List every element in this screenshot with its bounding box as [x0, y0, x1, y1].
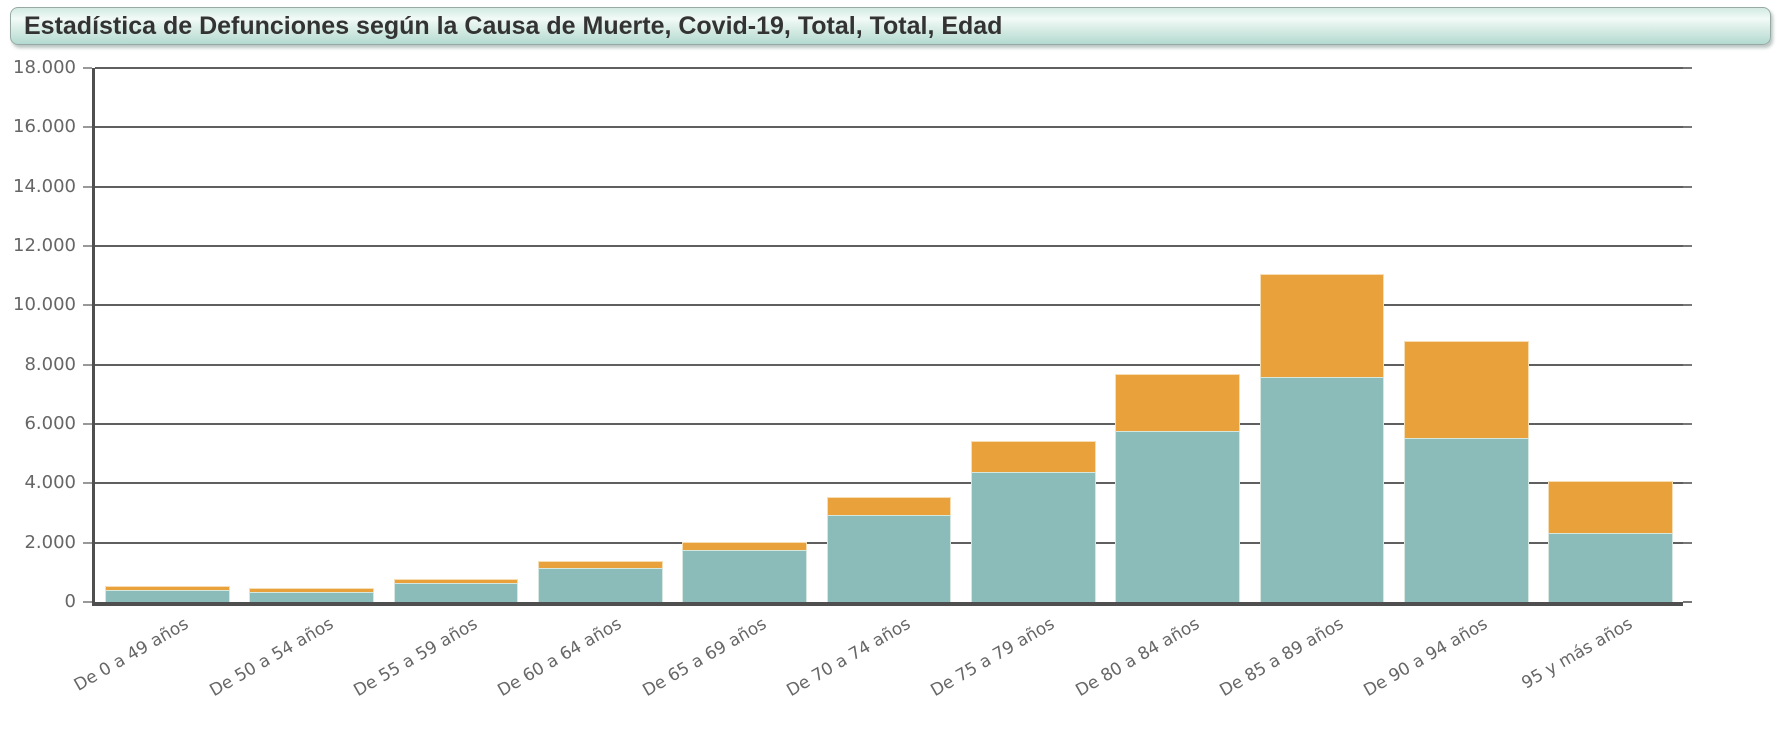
x-axis-label: De 85 a 89 años [1216, 614, 1347, 701]
bar-segment-orange[interactable] [537, 561, 663, 568]
bar-2[interactable] [249, 588, 375, 602]
x-axis-label: De 90 a 94 años [1360, 614, 1492, 701]
y-axis-tick [83, 67, 92, 69]
y-axis-tick [83, 601, 92, 603]
gridline [95, 185, 1683, 188]
chart-title: Estadística de Defunciones según la Caus… [10, 7, 1771, 45]
bar-segment-teal[interactable] [1115, 430, 1241, 602]
bar-segment-orange[interactable] [393, 578, 519, 583]
y-axis-tick-right [1683, 601, 1692, 603]
y-axis-tick [83, 423, 92, 425]
y-axis-tick [83, 482, 92, 485]
y-axis-tick [83, 363, 92, 366]
x-axis-label: De 80 a 84 años [1071, 614, 1203, 701]
bar-segment-teal[interactable] [249, 592, 375, 602]
y-axis-tick-right [1683, 304, 1692, 307]
bar-segment-teal[interactable] [970, 472, 1096, 602]
y-axis-tick-right [1683, 126, 1692, 129]
bar-8[interactable] [1115, 373, 1241, 602]
gridline [95, 304, 1683, 307]
bar-segment-teal[interactable] [105, 590, 230, 602]
y-axis-label: 12.000 [13, 235, 76, 256]
x-axis-label: De 55 a 59 años [350, 614, 482, 701]
x-axis-label: De 70 a 74 años [783, 614, 914, 701]
bars-layer [95, 68, 1683, 602]
y-axis-label: 18.000 [13, 57, 76, 78]
plot-area [92, 67, 1683, 606]
y-axis-tick [83, 126, 92, 129]
bar-segment-orange[interactable] [1403, 341, 1529, 438]
bar-11[interactable] [1548, 481, 1673, 602]
bar-segment-teal[interactable] [393, 582, 519, 602]
bar-segment-orange[interactable] [249, 588, 375, 593]
bar-segment-orange[interactable] [1115, 373, 1241, 431]
y-axis-tick-right [1683, 482, 1692, 485]
gridline [95, 126, 1683, 129]
y-axis-tick [83, 245, 92, 247]
y-axis-tick-right [1683, 541, 1692, 544]
gridline [95, 245, 1683, 247]
x-axis-label: De 60 a 64 años [494, 614, 626, 701]
y-axis-tick-right [1683, 423, 1692, 425]
bar-segment-teal[interactable] [682, 550, 808, 602]
bar-segment-teal[interactable] [826, 514, 952, 602]
bar-segment-teal[interactable] [1548, 533, 1673, 602]
bar-9[interactable] [1259, 273, 1385, 602]
bar-segment-teal[interactable] [1259, 377, 1385, 602]
gridline [95, 423, 1683, 425]
gridline [95, 482, 1683, 485]
bar-1[interactable] [105, 586, 230, 602]
y-axis-tick [83, 541, 92, 544]
x-axis-label: 95 y más años [1518, 614, 1636, 694]
x-axis-label: De 0 a 49 años [71, 614, 193, 696]
x-axis-label: De 50 a 54 años [206, 614, 337, 701]
bar-segment-orange[interactable] [105, 586, 230, 591]
y-axis-tick-right [1683, 245, 1692, 247]
bar-segment-orange[interactable] [826, 496, 952, 515]
bar-6[interactable] [826, 496, 952, 602]
y-axis-tick-right [1683, 363, 1692, 366]
bar-segment-orange[interactable] [682, 541, 808, 551]
bar-segment-orange[interactable] [1259, 273, 1385, 378]
bar-segment-orange[interactable] [1548, 481, 1673, 534]
y-axis-tick-right [1683, 185, 1692, 188]
bar-3[interactable] [393, 578, 519, 602]
y-axis-label: 6.000 [24, 413, 76, 434]
y-axis-tick-right [1683, 67, 1692, 69]
y-axis-tick [83, 304, 92, 307]
y-axis-label: 14.000 [13, 175, 76, 197]
bar-5[interactable] [682, 541, 808, 602]
bar-4[interactable] [537, 561, 663, 602]
y-axis-label: 8.000 [24, 353, 76, 375]
bar-7[interactable] [970, 440, 1096, 602]
bar-10[interactable] [1403, 341, 1529, 602]
bar-segment-teal[interactable] [1403, 437, 1529, 602]
y-axis-tick [83, 185, 92, 188]
y-axis-label: 16.000 [13, 116, 76, 138]
y-axis-label: 0 [64, 591, 76, 612]
x-axis-label: De 65 a 69 años [639, 614, 770, 701]
bar-segment-teal[interactable] [537, 567, 663, 602]
x-axis-label: De 75 a 79 años [927, 614, 1059, 701]
bar-segment-orange[interactable] [970, 440, 1096, 473]
y-axis-label: 10.000 [13, 294, 76, 316]
gridline [95, 363, 1683, 366]
y-axis-label: 2.000 [24, 531, 76, 553]
gridline [95, 67, 1683, 69]
y-axis-label: 4.000 [24, 472, 76, 494]
